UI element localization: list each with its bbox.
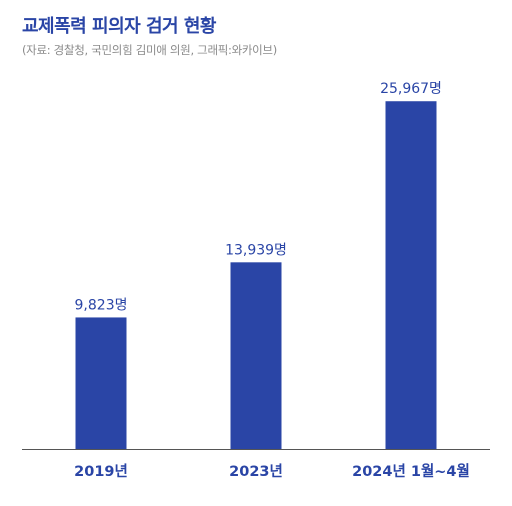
x-tick-label-3: 2024년 1월~4월 [352,463,470,480]
bar-value-label-3: 25,967명 [380,81,442,97]
bar-value-label-1: 9,823명 [75,297,128,313]
bar-value-label-2: 13,939명 [225,242,287,258]
bar-2 [230,262,282,449]
x-tick-label-1: 2019년 [74,463,128,480]
chart-source: (자료: 경찰청, 국민의힘 김미애 의원, 그래픽:와카이브) [22,43,277,57]
chart-title: 교제폭력 피의자 검거 현황 [22,16,216,37]
x-tick-label-2: 2023년 [229,463,283,480]
bar-1 [75,317,127,449]
bar-3 [385,101,437,450]
